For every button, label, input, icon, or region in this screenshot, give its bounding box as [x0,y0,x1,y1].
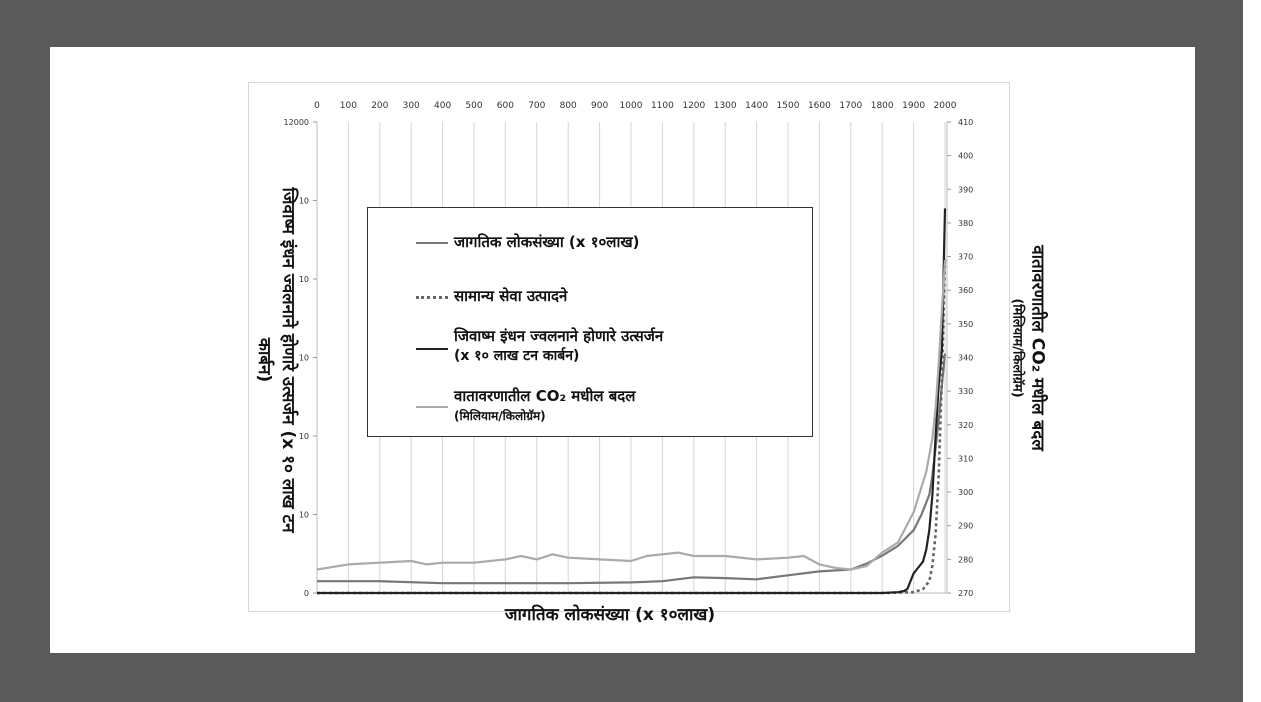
x-tick-label: 600 [497,101,514,111]
x-tick-label: 1700 [839,101,862,111]
legend-label-co2-title: वातावरणातील CO₂ मधील बदल [454,387,636,405]
legend-swatch-population [416,242,448,244]
legend-label-services: सामान्य सेवा उत्पादने [454,287,568,305]
x-tick-label: 300 [403,101,420,111]
y-right-tick-label: 350 [958,320,973,329]
x-tick-label: 1200 [682,101,705,111]
legend-label-population: जागतिक लोकसंख्या (x १०लाख) [454,233,640,251]
legend-label-emissions-unit: (x १० लाख टन कार्बन) [454,348,580,364]
x-tick-label: 1500 [777,101,800,111]
y-right-tick-label: 340 [958,354,973,363]
x-tick-label: 500 [465,101,482,111]
y-right-tick-label: 300 [958,488,973,497]
x-tick-label: 1300 [714,101,737,111]
legend-swatch-emissions [416,348,448,350]
x-tick-label: 700 [528,101,545,111]
legend-label-co2-unit: (मिलियाम/किलोग्रॅम) [454,409,546,423]
x-tick-label: 1100 [651,101,674,111]
x-tick-label: 2000 [934,101,957,111]
y-right-tick-label: 280 [958,555,973,564]
series-line-co2 [316,259,947,571]
x-axis-label: जागतिक लोकसंख्या (x १०लाख) [504,605,716,625]
y-left-tick-label: 0 [304,589,309,598]
y-right-tick-label: 310 [958,454,973,463]
x-tick-label: 1800 [871,101,894,111]
y-left-tick-label: 10 [299,432,309,441]
x-tick-label: 1900 [902,101,925,111]
y-axis-right-label: वातावरणातील CO₂ मधील बदल (मिलियाम/किलोग्… [1010,198,1051,498]
y-right-tick-label: 290 [958,522,973,531]
legend-swatch-services [416,296,448,299]
series-line-emissions [317,208,947,595]
y-right-tick-label: 330 [958,387,973,396]
chart-legend: जागतिक लोकसंख्या (x १०लाख) सामान्य सेवा … [367,207,813,437]
legend-swatch-co2 [416,406,448,408]
y-left-tick-label: 10 [299,275,309,284]
y-right-tick-label: 320 [958,421,973,430]
y-right-tick-label: 390 [958,185,973,194]
x-tick-label: 1400 [745,101,768,111]
legend-label-emissions: जिवाष्म इंधन ज्वलनाने होणारे उत्सर्जन (x… [454,326,663,366]
y-right-tick-label: 380 [958,219,973,228]
y-left-tick-label: 10 [299,197,309,206]
x-tick-label: 1000 [620,101,643,111]
y-left-tick-label: 12000 [284,118,309,127]
y-axis-right-title: वातावरणातील CO₂ मधील बदल [1027,245,1048,451]
y-axis-right-unit: (मिलियाम/किलोग्रॅम) [1009,298,1025,398]
legend-label-co2: वातावरणातील CO₂ मधील बदल (मिलियाम/किलोग्… [454,386,635,426]
x-tick-label: 200 [371,101,388,111]
x-tick-label: 1600 [808,101,831,111]
y-right-tick-label: 400 [958,152,973,161]
y-right-tick-label: 370 [958,253,973,262]
x-tick-label: 0 [314,101,320,111]
legend-label-emissions-title: जिवाष्म इंधन ज्वलनाने होणारे उत्सर्जन [454,327,664,345]
x-tick-label: 800 [560,101,577,111]
y-right-tick-label: 360 [958,286,973,295]
y-right-tick-label: 270 [958,589,973,598]
y-right-tick-label: 410 [958,118,973,127]
x-tick-label: 400 [434,101,451,111]
x-tick-label: 100 [340,101,357,111]
x-tick-label: 900 [591,101,608,111]
y-left-tick-label: 10 [299,354,309,363]
y-left-tick-label: 10 [299,511,309,520]
frame-edge [1243,0,1261,702]
y-axis-left-label: जिवाष्म इंधन ज्वलनाने होणारे उत्सर्जन (x… [254,187,298,533]
